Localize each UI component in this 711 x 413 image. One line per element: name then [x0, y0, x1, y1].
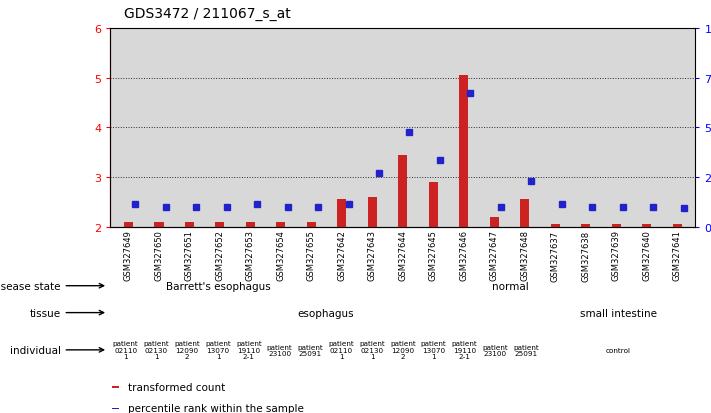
Text: GDS3472 / 211067_s_at: GDS3472 / 211067_s_at — [124, 7, 292, 21]
Bar — [642, 225, 651, 227]
Bar — [490, 217, 499, 227]
Bar — [215, 222, 225, 227]
Text: patient
23100: patient 23100 — [267, 344, 292, 356]
Bar — [124, 222, 133, 227]
Bar — [185, 222, 194, 227]
Bar — [112, 408, 119, 409]
Bar — [550, 225, 560, 227]
Text: patient
25091: patient 25091 — [297, 344, 324, 356]
Text: patient
02130
1: patient 02130 1 — [359, 341, 385, 359]
Text: disease state: disease state — [0, 281, 104, 291]
Text: patient
23100: patient 23100 — [482, 344, 508, 356]
Text: patient
12090
2: patient 12090 2 — [174, 341, 200, 359]
Text: small intestine: small intestine — [580, 308, 657, 318]
Bar — [398, 155, 407, 227]
Text: patient
25091: patient 25091 — [513, 344, 539, 356]
Bar — [520, 200, 529, 227]
Bar — [246, 222, 255, 227]
Text: patient
12090
2: patient 12090 2 — [390, 341, 416, 359]
Bar — [611, 225, 621, 227]
Text: individual: individual — [10, 345, 104, 355]
Text: Barrett's esophagus: Barrett's esophagus — [166, 281, 270, 291]
Bar — [306, 222, 316, 227]
Text: patient
02130
1: patient 02130 1 — [144, 341, 169, 359]
Text: patient
13070
1: patient 13070 1 — [421, 341, 447, 359]
Text: control: control — [606, 347, 631, 353]
Bar — [581, 225, 590, 227]
Text: patient
13070
1: patient 13070 1 — [205, 341, 231, 359]
Text: esophagus: esophagus — [297, 308, 354, 318]
Bar — [337, 200, 346, 227]
Bar — [673, 225, 682, 227]
Bar — [368, 197, 377, 227]
Text: transformed count: transformed count — [128, 382, 225, 392]
Text: patient
19110
2-1: patient 19110 2-1 — [236, 341, 262, 359]
Text: patient
02110
1: patient 02110 1 — [113, 341, 139, 359]
Text: patient
02110
1: patient 02110 1 — [328, 341, 354, 359]
Bar — [112, 386, 119, 388]
Bar — [459, 76, 469, 227]
Bar — [277, 222, 285, 227]
Text: tissue: tissue — [29, 308, 104, 318]
Text: percentile rank within the sample: percentile rank within the sample — [128, 404, 304, 413]
Bar — [429, 183, 438, 227]
Text: normal: normal — [492, 281, 529, 291]
Bar — [154, 222, 164, 227]
Text: patient
19110
2-1: patient 19110 2-1 — [451, 341, 477, 359]
